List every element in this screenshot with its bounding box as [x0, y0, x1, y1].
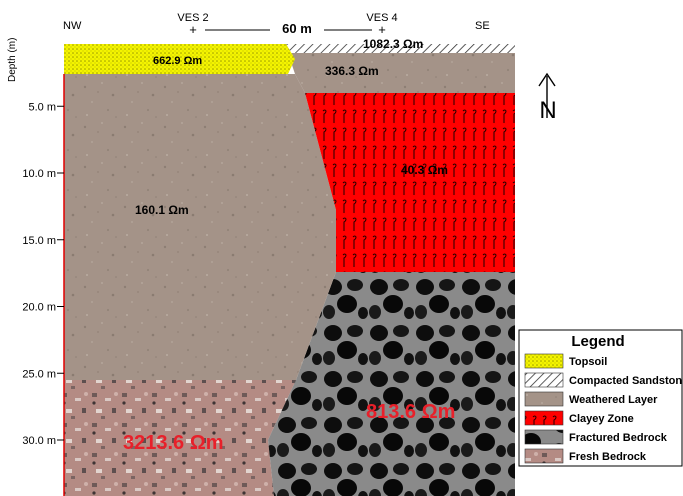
legend-label: Weathered Layer	[569, 394, 658, 406]
label-nw: NW	[63, 20, 82, 32]
clayey-zone-layer	[305, 93, 515, 272]
depth-axis: 5.0 m 10.0 m 15.0 m 20.0 m 25.0 m 30.0 m	[22, 101, 64, 447]
legend-item-topsoil: Topsoil	[524, 353, 607, 369]
label-ves-left: VES 2	[177, 12, 208, 24]
legend-item-clayey: Clayey Zone	[524, 410, 634, 426]
legend-label: Fresh Bedrock	[569, 451, 647, 463]
ves-left-marker: +	[189, 22, 197, 37]
depth-tick-label: 30.0 m	[22, 435, 56, 447]
depth-tick-label: 25.0 m	[22, 368, 56, 380]
label-spacing: 60 m	[282, 21, 312, 36]
depth-tick-label: 15.0 m	[22, 235, 56, 247]
fresh-resistivity: 3213.6 Ωm	[123, 432, 224, 454]
legend-item-fresh: Fresh Bedrock	[524, 448, 647, 464]
fractured-bedrock-layer	[268, 272, 515, 496]
weathered-layer-right	[288, 53, 515, 93]
fractured-resistivity: 813.6 Ωm	[366, 401, 455, 423]
weathered-left-resistivity: 160.1 Ωm	[135, 203, 189, 217]
north-label: N	[539, 97, 556, 124]
legend-label: Topsoil	[569, 356, 607, 368]
legend-label: Compacted Sandston	[569, 375, 682, 387]
weathered-right-resistivity: 336.3 Ωm	[325, 64, 379, 78]
depth-tick-label: 5.0 m	[28, 101, 56, 113]
weathered-layer-left	[64, 74, 336, 380]
fresh-bedrock-layer	[64, 380, 296, 496]
topsoil-resistivity: 662.9 Ωm	[153, 55, 202, 67]
clayey-resistivity: 40.3 Ωm	[401, 163, 448, 177]
compacted-sandstone-layer	[286, 44, 515, 53]
legend-label: Clayey Zone	[569, 413, 634, 425]
legend-item-fractured: Fractured Bedrock	[524, 429, 668, 445]
ves-right-marker: +	[378, 22, 386, 37]
topsoil-layer	[64, 44, 295, 74]
legend-item-compacted: Compacted Sandston	[524, 372, 682, 388]
depth-tick-label: 20.0 m	[22, 302, 56, 314]
depth-tick-label: 10.0 m	[22, 168, 56, 180]
label-se: SE	[475, 20, 490, 32]
legend: Legend Topsoil Compacted Sandston Weathe…	[518, 329, 683, 467]
legend-label: Fractured Bedrock	[569, 432, 668, 444]
legend-item-weathered: Weathered Layer	[524, 391, 658, 407]
compacted-resistivity: 1082.3 Ωm	[363, 37, 423, 51]
legend-title: Legend	[571, 333, 624, 350]
north-arrow-icon: N	[538, 72, 557, 124]
label-ves-right: VES 4	[366, 12, 397, 24]
axis-title: Depth (m)	[7, 38, 18, 82]
